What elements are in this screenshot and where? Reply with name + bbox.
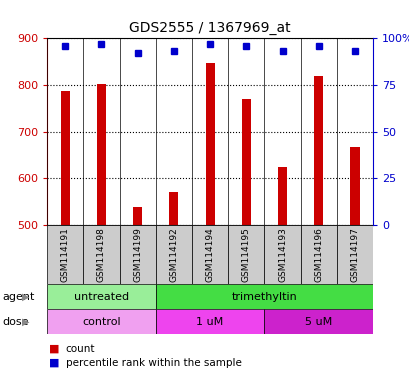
Text: ▶: ▶ [22,291,29,302]
Bar [241,99,250,225]
Text: GSM114194: GSM114194 [205,227,214,282]
Bar [313,76,323,225]
Bar [155,309,264,334]
Bar [47,284,155,309]
Text: GSM114195: GSM114195 [241,227,250,282]
Bar [119,225,155,284]
Bar [155,284,372,309]
Text: percentile rank within the sample: percentile rank within the sample [65,358,241,368]
Bar [133,207,142,225]
Bar [264,225,300,284]
Bar [205,63,214,225]
Text: ■: ■ [49,344,60,354]
Bar [277,167,286,225]
Bar [47,309,155,334]
Text: ■: ■ [49,358,60,368]
Text: dose: dose [2,316,29,327]
Text: count: count [65,344,95,354]
Bar [61,91,70,225]
Bar [47,225,83,284]
Text: GSM114197: GSM114197 [350,227,359,282]
Text: 5 uM: 5 uM [304,316,332,327]
Bar [350,147,359,225]
Bar [300,225,336,284]
Bar [336,225,372,284]
Text: GSM114199: GSM114199 [133,227,142,282]
Text: 1 uM: 1 uM [196,316,223,327]
Bar [169,192,178,225]
Text: untreated: untreated [74,291,129,302]
Text: trimethyltin: trimethyltin [231,291,297,302]
Text: GSM114198: GSM114198 [97,227,106,282]
Bar [97,84,106,225]
Bar [155,225,191,284]
Text: control: control [82,316,121,327]
Text: GSM114196: GSM114196 [314,227,322,282]
Bar [83,225,119,284]
Text: ▶: ▶ [22,316,29,327]
Text: GSM114193: GSM114193 [277,227,286,282]
Text: GSM114192: GSM114192 [169,227,178,282]
Bar [228,225,264,284]
Bar [264,309,372,334]
Text: agent: agent [2,291,34,302]
Title: GDS2555 / 1367969_at: GDS2555 / 1367969_at [129,21,290,35]
Text: GSM114191: GSM114191 [61,227,70,282]
Bar [191,225,228,284]
